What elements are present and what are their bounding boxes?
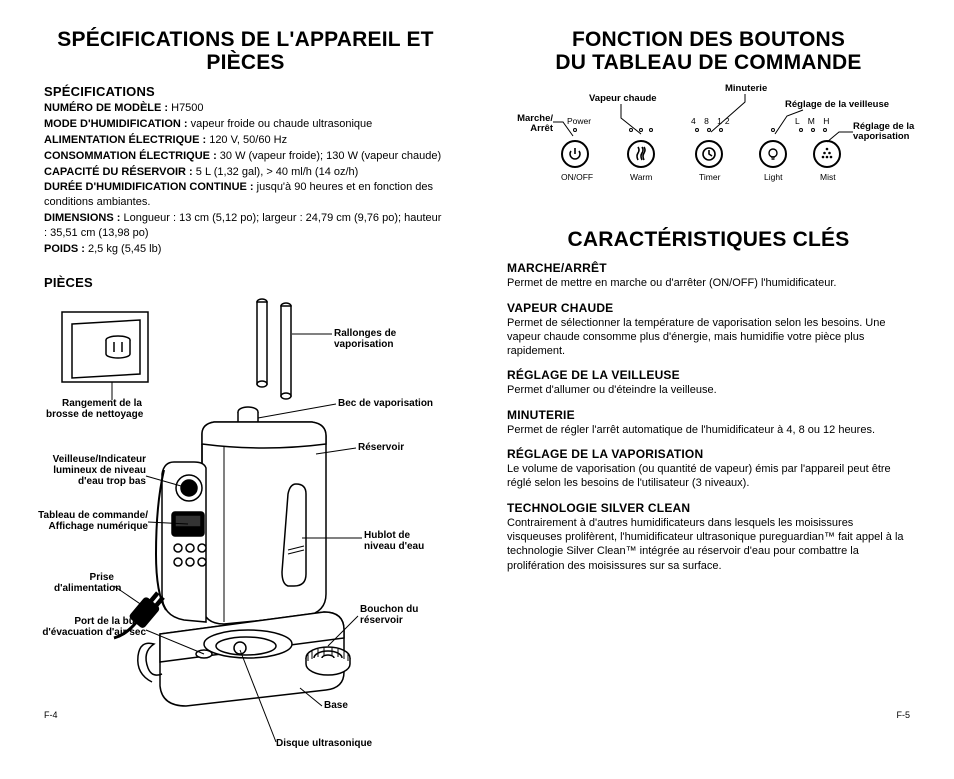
control-panel-diagram: Marche/Arrêt Vapeur chaude Minuterie Rég… bbox=[507, 84, 912, 214]
pieces-heading: PIÈCES bbox=[44, 275, 447, 290]
label-bouchon: Bouchon duréservoir bbox=[360, 604, 418, 626]
warm-button-icon bbox=[627, 140, 655, 168]
manual-spread: SPÉCIFICATIONS DE L'APPAREIL ET PIÈCES S… bbox=[0, 0, 954, 738]
label-rallonges: Rallonges devaporisation bbox=[334, 328, 396, 350]
cap-light: Light bbox=[764, 172, 782, 182]
spec-row: ALIMENTATION ÉLECTRIQUE : 120 V, 50/60 H… bbox=[44, 133, 447, 148]
feature-desc: Contrairement à d'autres humidificateurs… bbox=[507, 516, 910, 573]
label-prise: Prised'alimentation bbox=[54, 572, 114, 594]
spec-list: NUMÉRO DE MODÈLE : H7500 MODE D'HUMIDIFI… bbox=[44, 101, 447, 256]
specs-heading: SPÉCIFICATIONS bbox=[44, 84, 447, 99]
spec-row: MODE D'HUMIDIFICATION : vapeur froide ou… bbox=[44, 117, 447, 132]
label-reservoir: Réservoir bbox=[358, 442, 404, 453]
label-rangement: Rangement de labrosse de nettoyage bbox=[46, 398, 142, 420]
feature-heading: RÉGLAGE DE LA VEILLEUSE bbox=[507, 368, 910, 382]
feature-heading: RÉGLAGE DE LA VAPORISATION bbox=[507, 447, 910, 461]
spec-row: POIDS : 2,5 kg (5,45 lb) bbox=[44, 242, 447, 257]
cap-warm: Warm bbox=[630, 172, 652, 182]
features-list: MARCHE/ARRÊT Permet de mettre en marche … bbox=[507, 261, 910, 573]
left-page: SPÉCIFICATIONS DE L'APPAREIL ET PIÈCES S… bbox=[0, 0, 477, 738]
pieces-diagram: Rallonges devaporisation Bec de vaporisa… bbox=[44, 294, 444, 774]
label-tableau: Tableau de commande/Affichage numérique bbox=[30, 510, 148, 532]
label-port: Port de la bused'évacuation d'air sec bbox=[42, 616, 146, 638]
label-hublot: Hublot deniveau d'eau bbox=[364, 530, 424, 552]
title-features: CARACTÉRISTIQUES CLÉS bbox=[507, 228, 910, 251]
feature-desc: Permet d'allumer ou d'éteindre la veille… bbox=[507, 383, 910, 397]
cap-mist: Mist bbox=[820, 172, 836, 182]
cap-timer: Timer bbox=[699, 172, 720, 182]
feature-desc: Permet de mettre en marche ou d'arrêter … bbox=[507, 276, 910, 290]
feature-desc: Permet de régler l'arrêt automatique de … bbox=[507, 423, 910, 437]
mist-button-icon bbox=[813, 140, 841, 168]
label-veilleuse: Veilleuse/Indicateurlumineux de niveaud'… bbox=[38, 454, 146, 487]
label-disque: Disque ultrasonique bbox=[276, 738, 372, 749]
timer-button-icon bbox=[695, 140, 723, 168]
spec-row: NUMÉRO DE MODÈLE : H7500 bbox=[44, 101, 447, 116]
spec-row: DURÉE D'HUMIDIFICATION CONTINUE : jusqu'… bbox=[44, 180, 447, 210]
label-base: Base bbox=[324, 700, 348, 711]
page-number-right: F-5 bbox=[897, 710, 911, 720]
feature-heading: MARCHE/ARRÊT bbox=[507, 261, 910, 275]
power-button-icon bbox=[561, 140, 589, 168]
feature-heading: MINUTERIE bbox=[507, 408, 910, 422]
feature-desc: Permet de sélectionner la température de… bbox=[507, 316, 910, 359]
spec-row: DIMENSIONS : Longueur : 13 cm (5,12 po);… bbox=[44, 211, 447, 241]
spec-row: CAPACITÉ DU RÉSERVOIR : 5 L (1,32 gal), … bbox=[44, 165, 447, 180]
title-panel: FONCTION DES BOUTONSDU TABLEAU DE COMMAN… bbox=[507, 28, 910, 74]
cap-onoff: ON/OFF bbox=[561, 172, 593, 182]
feature-heading: TECHNOLOGIE SILVER CLEAN bbox=[507, 501, 910, 515]
right-page: FONCTION DES BOUTONSDU TABLEAU DE COMMAN… bbox=[477, 0, 954, 738]
page-number-left: F-4 bbox=[44, 710, 58, 720]
label-bec: Bec de vaporisation bbox=[338, 398, 433, 409]
title-specs: SPÉCIFICATIONS DE L'APPAREIL ET PIÈCES bbox=[44, 28, 447, 74]
light-button-icon bbox=[759, 140, 787, 168]
feature-desc: Le volume de vaporisation (ou quantité d… bbox=[507, 462, 910, 491]
feature-heading: VAPEUR CHAUDE bbox=[507, 301, 910, 315]
spec-row: CONSOMMATION ÉLECTRIQUE : 30 W (vapeur f… bbox=[44, 149, 447, 164]
